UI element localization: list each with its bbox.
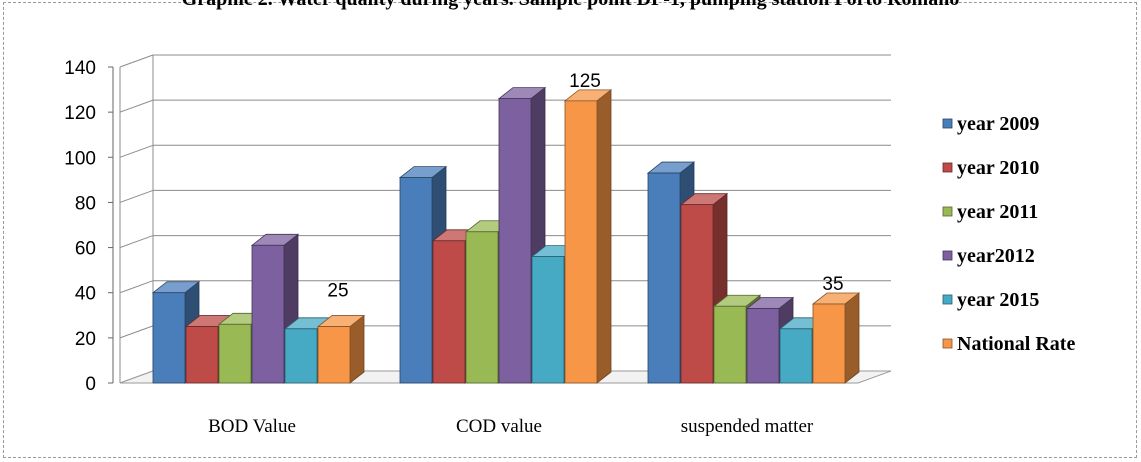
y-tick-label: 80 [75, 193, 96, 214]
bar-side-national-rate [596, 89, 612, 384]
bar-year2012 [251, 244, 285, 384]
y-tick-label: 60 [75, 239, 96, 260]
bar-year-2015 [284, 328, 318, 384]
bar-year-2011 [713, 305, 747, 384]
bar-side-national-rate [349, 314, 365, 384]
x-tick-label: COD value [456, 416, 542, 437]
bar-year-2015 [779, 328, 813, 384]
bar-year2012 [746, 308, 780, 384]
legend-swatch [942, 250, 953, 261]
legend-swatch [942, 294, 953, 305]
y-tick-label: 120 [64, 103, 96, 124]
legend-label: year 2011 [957, 201, 1038, 223]
legend-label: National Rate [957, 333, 1075, 355]
legend-label: year 2009 [957, 113, 1039, 135]
y-tick-label: 140 [64, 58, 96, 79]
bar-national-rate [812, 303, 846, 384]
legend-swatch [942, 338, 953, 349]
gridline-side [119, 54, 154, 68]
bar-year-2010 [680, 204, 714, 384]
data-label: 35 [822, 274, 843, 295]
legend-label: year2012 [957, 245, 1035, 267]
y-tick-label: 100 [64, 148, 96, 169]
chart-frame [3, 2, 1137, 458]
bar-year-2010 [432, 240, 466, 384]
y-tick-label: 20 [75, 329, 96, 350]
gridline-side [119, 280, 154, 294]
chart-title: Graphic 2. Water quality during years. S… [0, 0, 1141, 11]
legend-swatch [942, 118, 953, 129]
gridline-side [119, 99, 154, 113]
legend-label: year 2010 [957, 157, 1039, 179]
bar-national-rate [564, 100, 598, 384]
bar-side-national-rate [844, 292, 860, 384]
gridline-side [119, 144, 154, 158]
y-tick-label: 0 [85, 374, 96, 395]
bar-year-2011 [218, 323, 252, 384]
gridline-side [119, 189, 154, 203]
bar-year-2009 [647, 172, 681, 384]
bar-year-2010 [185, 326, 219, 384]
data-label: 125 [569, 71, 601, 92]
bar-year-2011 [465, 231, 499, 384]
x-tick-label: suspended matter [681, 416, 814, 437]
data-label: 25 [327, 281, 348, 302]
bar-year-2015 [531, 256, 565, 384]
gridline-side [119, 235, 154, 249]
gridline-side [119, 325, 154, 339]
bar-year2012 [498, 98, 532, 384]
legend-swatch [942, 162, 953, 173]
bar-year-2009 [152, 292, 186, 384]
bar-national-rate [317, 326, 351, 384]
x-tick-label: BOD Value [208, 416, 296, 437]
legend-swatch [942, 206, 953, 217]
bar-year-2009 [399, 177, 433, 384]
legend-label: year 2015 [957, 289, 1039, 311]
y-tick-label: 40 [75, 284, 96, 305]
